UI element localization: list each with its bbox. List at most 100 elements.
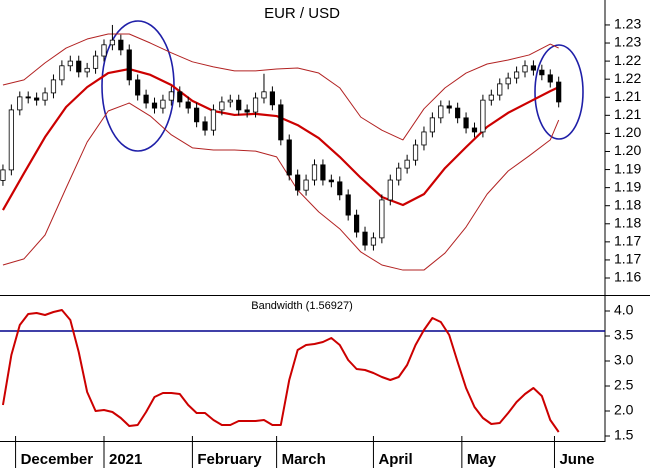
candle-body [497, 83, 503, 96]
candle-body [202, 121, 208, 131]
candle-body [227, 99, 233, 103]
candle-body [84, 67, 90, 73]
candle-body [471, 127, 478, 133]
candle-body [522, 65, 528, 73]
y-tick-label: 1.23 [614, 16, 641, 32]
x-tick-label: March [282, 451, 326, 468]
y-tick-label: 3.5 [614, 327, 634, 343]
candle-body [488, 94, 494, 101]
candle-body [337, 181, 343, 196]
chart-title: Bandwidth (1.56927) [251, 300, 353, 312]
candle-body [168, 91, 174, 101]
candle-body [17, 96, 23, 111]
candle-body [421, 131, 427, 146]
candle-body [345, 194, 351, 216]
candle-body [387, 179, 393, 201]
candle-body [513, 71, 520, 79]
y-tick-label: 1.19 [614, 178, 641, 194]
candle-body [261, 91, 267, 99]
candle-body [278, 104, 284, 141]
candle-body [135, 79, 141, 96]
candle-body [177, 91, 183, 103]
y-tick-label: 3.0 [614, 352, 634, 368]
y-tick-label: 1.21 [614, 106, 641, 122]
candle-body [396, 167, 402, 181]
candle-body [505, 77, 511, 85]
candle-body [67, 60, 73, 67]
candle-body [412, 144, 419, 161]
y-tick-label: 1.16 [614, 269, 641, 285]
candle-body [404, 159, 410, 169]
candle-body [194, 107, 200, 123]
x-tick-label: February [197, 451, 262, 468]
y-tick-label: 1.23 [614, 34, 641, 50]
candle-body [354, 214, 360, 233]
y-tick-label: 1.20 [614, 124, 641, 140]
band-line [2, 33, 559, 141]
y-tick-label: 1.22 [614, 70, 641, 86]
candle-body [151, 102, 158, 109]
x-tick-label: April [378, 451, 412, 468]
y-tick-label: 1.18 [614, 214, 641, 230]
candle-body [185, 101, 191, 109]
y-tick-label: 1.17 [614, 251, 641, 267]
candle-body [59, 65, 65, 81]
x-tick-label: June [559, 451, 594, 468]
candle-body [455, 107, 461, 119]
candle-body [463, 117, 469, 129]
candle-body [118, 39, 124, 51]
candle-body [210, 109, 217, 131]
candle-body [252, 97, 259, 113]
y-tick-label: 1.22 [614, 52, 641, 68]
candle-body [160, 99, 166, 109]
y-tick-label: 1.21 [614, 88, 641, 104]
candle-body [370, 237, 377, 246]
candle-body [244, 109, 250, 113]
candle-body [25, 96, 31, 99]
x-tick-label: 2021 [109, 451, 142, 468]
candle-body [109, 39, 116, 46]
y-tick-label: 1.18 [614, 196, 641, 212]
candle-body [286, 139, 292, 176]
candle-body [547, 74, 553, 83]
candle-body [50, 79, 57, 94]
candle-body [295, 174, 301, 191]
y-tick-label: 2.0 [614, 402, 634, 418]
candle-body [42, 92, 48, 101]
candle-body [34, 97, 40, 101]
candle-body [379, 199, 385, 239]
candle-body [269, 91, 275, 106]
candle-body [362, 231, 368, 246]
x-tick-label: December [21, 451, 94, 468]
candle-body [328, 179, 334, 183]
candle-body [126, 49, 132, 81]
y-tick-label: 1.20 [614, 142, 641, 158]
candle-body [446, 105, 452, 109]
candle-body [556, 81, 562, 103]
candle-body [530, 65, 537, 71]
highlight-circle [534, 44, 584, 140]
candle-body [219, 101, 225, 111]
x-tick-label: May [467, 451, 497, 468]
y-tick-label: 4.0 [614, 302, 634, 318]
candle-body [480, 99, 486, 133]
candle-body [311, 164, 318, 181]
candle-body [429, 117, 435, 133]
candle-body [143, 94, 149, 104]
band-line [1, 67, 560, 211]
y-tick-label: 2.5 [614, 377, 634, 393]
chart-title: EUR / USD [264, 5, 340, 22]
candle-body [438, 105, 444, 119]
y-tick-label: 1.5 [614, 427, 634, 443]
y-tick-label: 1.17 [614, 233, 641, 249]
candle-body [92, 55, 99, 69]
bandwidth-line [1, 309, 560, 433]
candle-body [236, 99, 242, 111]
candle-body [539, 69, 545, 76]
y-tick-label: 1.19 [614, 160, 641, 176]
candle-body [0, 169, 6, 181]
candle-body [8, 109, 14, 171]
candle-body [320, 164, 326, 181]
candle-body [303, 179, 309, 191]
